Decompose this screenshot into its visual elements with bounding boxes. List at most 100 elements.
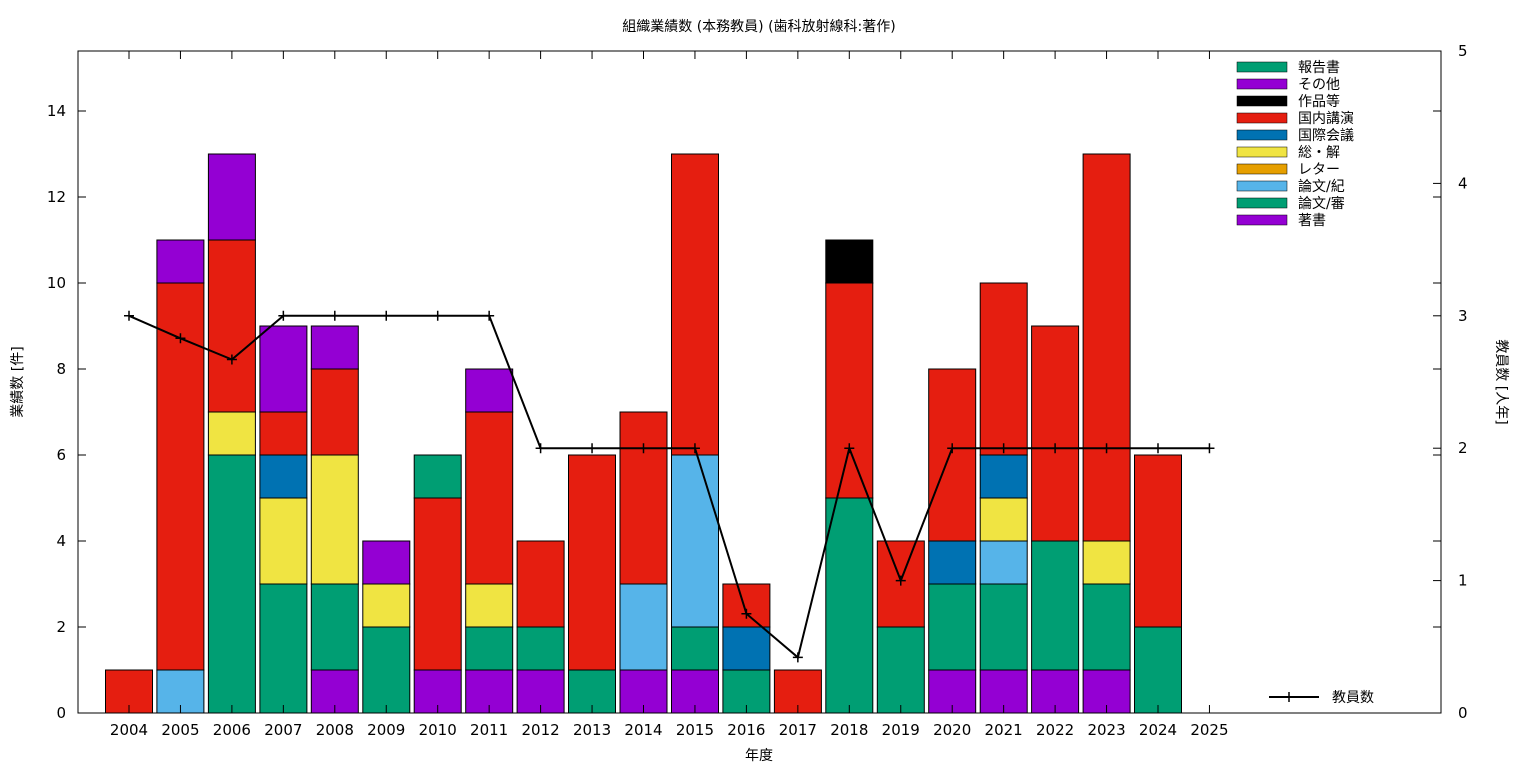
legend-label: 作品等 — [1298, 93, 1340, 110]
legend-swatch — [1236, 146, 1288, 158]
y-tick-label: 8 — [56, 360, 66, 378]
line-series — [124, 310, 1215, 663]
x-tick-label: 2020 — [933, 721, 971, 739]
bar-segment — [259, 583, 308, 714]
legend-label: 国際会議 — [1298, 127, 1354, 144]
x-tick-label: 2014 — [624, 721, 662, 739]
line-point — [175, 333, 186, 344]
bar-segment — [413, 497, 462, 671]
line-point — [535, 443, 546, 454]
x-tick-label: 2009 — [367, 721, 405, 739]
x-tick-label: 2005 — [161, 721, 199, 739]
legend-label: レター — [1298, 162, 1340, 178]
y-tick-label: 6 — [56, 446, 66, 464]
y-tick-label: 0 — [56, 704, 66, 722]
line-point — [278, 310, 289, 321]
bar-segment — [1082, 540, 1131, 585]
bar-segment — [259, 411, 308, 456]
x-tick-label: 2025 — [1190, 721, 1228, 739]
bar-segment — [207, 411, 256, 456]
y2-tick-label: 1 — [1458, 572, 1468, 590]
line-point — [741, 608, 752, 619]
x-tick-label: 2013 — [573, 721, 611, 739]
x-tick-label: 2019 — [882, 721, 920, 739]
bar-stacks — [105, 153, 1182, 714]
line-point — [124, 310, 134, 321]
bar-segment — [671, 454, 719, 628]
bar-segment — [465, 583, 514, 628]
bar-segment — [310, 454, 359, 585]
y2-tick-label: 0 — [1458, 704, 1468, 722]
x-tick-label: 2012 — [522, 721, 560, 739]
line-point — [947, 443, 958, 454]
y-tick-label: 12 — [47, 188, 66, 206]
bar-segment — [979, 282, 1028, 456]
bar-segment — [310, 583, 359, 671]
bar-segment — [1031, 325, 1080, 542]
bar-segment — [362, 626, 411, 714]
bar-segment — [207, 454, 256, 714]
bar-segment — [1134, 454, 1182, 628]
bar-segment — [825, 239, 874, 284]
bar-segment — [979, 454, 1028, 499]
line-point — [895, 575, 906, 586]
line-point — [329, 310, 340, 321]
bar-segment — [465, 368, 514, 413]
legend-swatch — [1236, 197, 1288, 209]
bar-segment — [207, 239, 256, 413]
x-tick-label: 2010 — [419, 721, 457, 739]
x-tick-label: 2011 — [470, 721, 508, 739]
bar-segment — [876, 626, 925, 714]
bar-segment — [979, 583, 1028, 671]
legend-swatch — [1236, 180, 1288, 192]
y2-tick-label: 4 — [1458, 174, 1468, 192]
y-tick-label: 2 — [56, 618, 66, 636]
legend-label: 報告書 — [1298, 60, 1340, 76]
line-point — [1153, 443, 1163, 454]
legend-label: 総・解 — [1298, 145, 1340, 161]
bar-segment — [516, 540, 565, 628]
y-axis-title: 業績数 [件] — [10, 346, 26, 417]
line-point — [998, 443, 1009, 454]
bar-segment — [1082, 153, 1131, 542]
bar-segment — [259, 497, 308, 585]
legend-swatch — [1236, 112, 1288, 124]
bar-segment — [413, 454, 462, 499]
legend-label: 論文/審 — [1298, 196, 1345, 212]
y-tick-label: 14 — [47, 102, 66, 120]
y2-tick-label: 3 — [1458, 307, 1468, 325]
bar-segment — [722, 583, 771, 628]
chart-title: 組織業績数 (本務教員) (歯科放射線科:著作) — [622, 19, 895, 35]
x-axis-ticks: 2004 2005 2006 2007 2008 2009 2010 2011 2012 2013… — [110, 51, 1229, 739]
bar-segment — [310, 368, 359, 456]
bar-segment — [362, 583, 411, 628]
y2-tick-label: 2 — [1458, 439, 1468, 457]
y2-axis-title: 教員数 [人年] — [1493, 339, 1509, 424]
legend-swatch — [1236, 95, 1288, 107]
x-tick-label: 2015 — [676, 721, 714, 739]
legend-line-marker — [1284, 692, 1294, 702]
y2-tick-label: 5 — [1458, 42, 1468, 60]
line-point — [587, 443, 598, 454]
legend-label: 教員数 — [1332, 690, 1374, 706]
legend-swatch — [1236, 163, 1288, 175]
bar-segment — [465, 626, 514, 671]
bar-segment — [568, 454, 616, 671]
x-tick-label: 2004 — [110, 721, 148, 739]
bar-segment — [259, 325, 308, 413]
bar-segment — [207, 153, 256, 241]
bar-segment — [362, 540, 411, 585]
x-tick-label: 2018 — [830, 721, 868, 739]
bar-segment — [671, 153, 719, 456]
legend-label: 論文/紀 — [1298, 179, 1345, 195]
x-tick-label: 2021 — [985, 721, 1023, 739]
line-point — [844, 443, 855, 454]
y-axis-ticks: 0 2 4 6 8 10 12 14 — [47, 102, 1441, 722]
bar-segment — [825, 497, 874, 714]
x-axis-title: 年度 — [745, 748, 773, 764]
plot-frame — [77, 50, 1442, 714]
y2-axis-ticks: 0 1 2 3 4 5 — [1433, 42, 1468, 722]
bar-segment — [516, 626, 565, 671]
